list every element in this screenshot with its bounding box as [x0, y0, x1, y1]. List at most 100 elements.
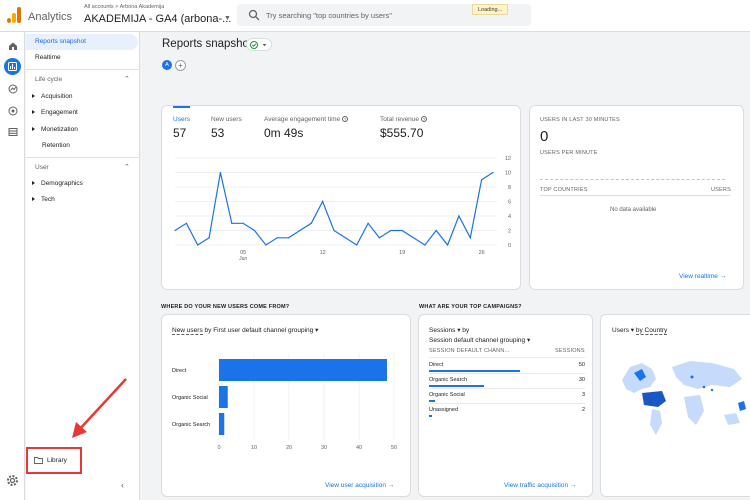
search-input[interactable]: Try searching "top countries by users" — [237, 4, 531, 26]
data-point — [446, 244, 449, 246]
data-point — [390, 229, 392, 232]
nav-item-engagement[interactable]: Engagement — [32, 109, 78, 116]
nav-divider — [26, 69, 140, 70]
data-point — [310, 222, 312, 224]
data-point — [401, 229, 403, 232]
table-divider — [429, 373, 585, 374]
row-label: Unassigned — [429, 407, 459, 413]
data-point — [367, 222, 369, 224]
help-icon[interactable]: ? — [342, 116, 349, 122]
collapse-nav-icon[interactable]: ‹ — [121, 480, 124, 490]
library-button[interactable]: Library — [26, 447, 82, 474]
channel-column-header: SESSION DEFAULT CHANN... — [429, 348, 510, 354]
row-label: Direct — [429, 362, 444, 368]
sessions-column-header: SESSIONS — [555, 348, 585, 354]
category-label: Direct — [172, 368, 187, 374]
data-point — [265, 244, 267, 246]
chevron-down-icon: ▾ — [630, 327, 635, 334]
row-value: 50 — [578, 362, 585, 368]
nav-item-acquisition[interactable]: Acquisition — [32, 93, 72, 100]
table-row[interactable]: Direct 50 — [429, 362, 585, 377]
view-user-acquisition-link[interactable]: View user acquisition → — [325, 482, 395, 489]
metric-label-engagement[interactable]: Average engagement time? — [264, 116, 349, 123]
new-users-bar-chart: 0 10 20 30 40 50 Direct Organic Social Organic S… — [172, 353, 397, 451]
acquisition-question: WHERE DO YOUR NEW USERS COME FROM? — [161, 304, 290, 310]
data-point — [299, 229, 301, 232]
comparison-avatar[interactable]: A — [162, 60, 172, 70]
table-divider — [429, 403, 585, 404]
nav-realtime[interactable]: Realtime — [35, 54, 61, 61]
analytics-logo-icon[interactable] — [7, 7, 21, 23]
category-label: Organic Social — [172, 395, 208, 401]
row-bar — [429, 385, 484, 387]
y-tick-label: 6 — [508, 200, 511, 206]
library-label: Library — [47, 457, 67, 464]
no-data-text: No data available — [610, 207, 657, 213]
x-tick-sublabel: Jun — [239, 256, 247, 262]
advertising-icon[interactable] — [4, 102, 21, 119]
icon-rail — [0, 32, 25, 500]
realtime-users-value: 0 — [540, 128, 549, 145]
chevron-up-icon[interactable]: ⌃ — [124, 76, 130, 83]
row-value: 30 — [578, 377, 585, 383]
view-realtime-link[interactable]: View realtime → — [679, 273, 727, 280]
data-point — [322, 200, 324, 203]
data-point — [185, 222, 187, 224]
search-icon — [248, 9, 260, 21]
data-point — [356, 244, 358, 246]
reports-icon[interactable] — [4, 58, 21, 75]
gear-icon[interactable] — [6, 474, 19, 487]
geo-card-header[interactable]: Users ▾ by Country — [612, 327, 668, 335]
folder-icon — [34, 457, 43, 464]
explore-icon[interactable] — [4, 80, 21, 97]
world-map — [622, 361, 746, 435]
chevron-down-icon: ▾ — [526, 337, 531, 344]
bar-organic-social — [219, 386, 228, 408]
view-traffic-acquisition-link[interactable]: View traffic acquisition → — [504, 482, 577, 489]
campaigns-question: WHAT ARE YOUR TOP CAMPAIGNS? — [419, 304, 522, 310]
metric-tab-indicator — [173, 106, 190, 108]
data-point — [333, 229, 335, 232]
metric-label-users[interactable]: Users — [173, 116, 190, 123]
series-line-users — [174, 171, 494, 247]
data-point — [469, 237, 471, 239]
chevron-down-icon[interactable]: ▼ — [224, 15, 231, 22]
data-point — [253, 229, 256, 232]
campaigns-header-dimension[interactable]: Session default channel grouping ▾ — [429, 337, 531, 344]
data-point — [344, 237, 346, 239]
home-icon[interactable] — [4, 37, 21, 54]
nav-section-user[interactable]: User — [35, 164, 49, 171]
row-label: Organic Search — [429, 377, 468, 383]
nav-item-retention[interactable]: Retention — [42, 142, 70, 149]
data-point — [219, 171, 222, 174]
x-tick-label: 19 — [399, 250, 405, 256]
campaigns-header-metric[interactable]: Sessions ▾ by — [429, 327, 470, 334]
x-tick-label: 20 — [286, 445, 292, 451]
campaigns-card — [418, 314, 593, 497]
arrow-right-icon: → — [387, 482, 395, 489]
add-comparison-button[interactable]: + — [175, 60, 186, 71]
data-point — [481, 179, 483, 181]
table-row[interactable]: Unassigned 2 — [429, 407, 585, 422]
x-tick-label: 30 — [321, 445, 327, 451]
breadcrumb[interactable]: All accounts > Arbona Akademija — [84, 4, 165, 10]
metric-value-new-users: 53 — [211, 126, 225, 140]
chevron-up-icon[interactable]: ⌃ — [124, 164, 130, 171]
help-icon[interactable]: ? — [421, 116, 428, 122]
y-tick-label: 12 — [505, 156, 511, 162]
row-bar — [429, 400, 435, 402]
nav-section-lifecycle[interactable]: Life cycle — [35, 76, 63, 83]
table-row[interactable]: Organic Social 3 — [429, 392, 585, 407]
metric-label-revenue[interactable]: Total revenue? — [380, 116, 428, 123]
metric-label-new-users[interactable]: New users — [211, 116, 242, 123]
nav-item-monetization[interactable]: Monetization — [32, 126, 78, 133]
configure-icon[interactable] — [4, 123, 21, 140]
acquisition-card-header[interactable]: New users by First user default channel … — [172, 327, 319, 335]
nav-reports-snapshot[interactable]: Reports snapshot — [26, 34, 138, 50]
table-row[interactable]: Organic Search 30 — [429, 377, 585, 392]
status-check-button[interactable] — [246, 38, 272, 51]
row-value: 3 — [581, 392, 585, 398]
nav-item-demographics[interactable]: Demographics — [32, 180, 83, 187]
nav-item-tech[interactable]: Tech — [32, 196, 55, 203]
property-selector[interactable]: AKADEMIJA - GA4 (arbona-... — [84, 13, 232, 25]
